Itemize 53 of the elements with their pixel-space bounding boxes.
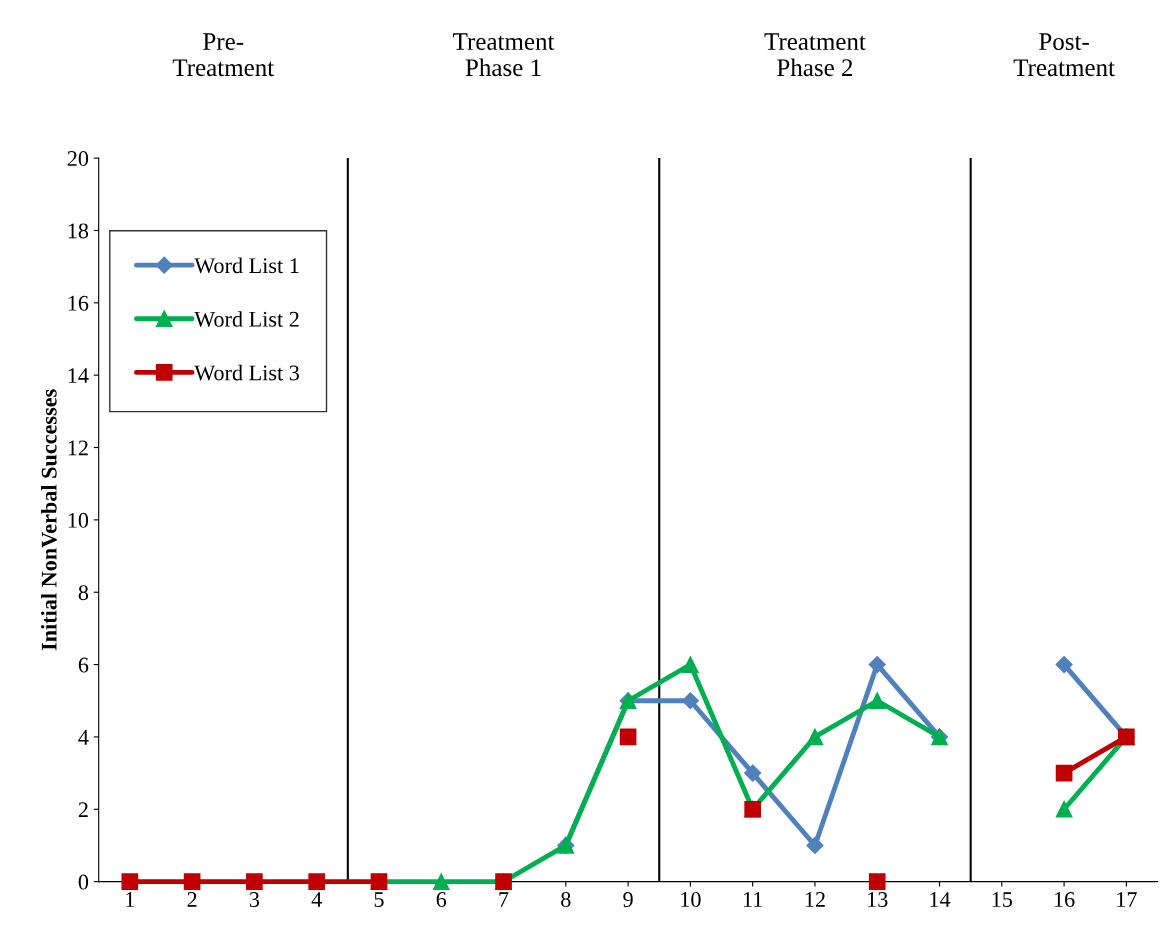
x-tick-label: 9 <box>623 892 633 907</box>
point <box>1055 656 1073 674</box>
x-tick-label: 3 <box>249 892 260 907</box>
point <box>1055 800 1073 818</box>
point <box>246 873 263 890</box>
legend-label: Word List 1 <box>194 257 299 274</box>
point <box>868 873 886 890</box>
x-tick-label: 16 <box>1054 892 1075 907</box>
point <box>806 836 824 855</box>
y-tick-label: 14 <box>68 368 89 383</box>
point <box>308 873 326 890</box>
y-tick-label: 18 <box>68 223 89 239</box>
point <box>432 873 450 890</box>
point <box>121 873 139 890</box>
legend-label: Word List 2 <box>194 311 299 327</box>
x-tick-label: 10 <box>681 892 701 907</box>
point <box>806 728 824 746</box>
x-tick-label: 12 <box>805 892 825 907</box>
point <box>183 873 201 890</box>
y-tick-label: 4 <box>78 730 89 745</box>
point <box>868 692 886 710</box>
point <box>681 692 699 710</box>
y-tick-label: 0 <box>78 874 89 890</box>
y-tick-label: 16 <box>68 295 89 311</box>
text: Post- Treatment <box>1013 33 1115 77</box>
x-tick-label: 6 <box>436 892 447 907</box>
y-tick-label: 12 <box>68 440 88 456</box>
x-tick-label: 17 <box>1117 892 1137 907</box>
y-tick-label: 2 <box>78 802 88 817</box>
y-tick-label: 20 <box>67 151 89 167</box>
x-tick-label: 1 <box>126 892 135 907</box>
legend-label: Word List 3 <box>194 364 299 381</box>
point <box>868 656 886 674</box>
x-tick-label: 7 <box>499 892 509 907</box>
text: Pre- Treatment <box>172 33 275 77</box>
x-tick-label: 5 <box>374 892 384 907</box>
x-tick-label: 14 <box>930 892 951 907</box>
point <box>1055 764 1073 782</box>
text: Treatment Phase 1 <box>453 33 555 77</box>
x-tick-label: 4 <box>311 892 322 907</box>
x-tick-label: 15 <box>992 892 1013 907</box>
point <box>682 656 699 673</box>
y-tick-label: 6 <box>78 657 89 673</box>
point <box>744 764 762 782</box>
y-tick-label: 10 <box>68 512 89 528</box>
y-tick-label: 8 <box>78 585 89 601</box>
y-axis-title: Initial NonVerbal Successes <box>41 389 57 651</box>
x-tick-label: 8 <box>561 892 571 907</box>
text: Treatment Phase 2 <box>764 33 866 77</box>
x-tick-label: 13 <box>868 892 888 907</box>
x-tick-label: 11 <box>743 892 763 907</box>
point <box>619 728 637 746</box>
x-tick-label: 2 <box>187 892 197 907</box>
